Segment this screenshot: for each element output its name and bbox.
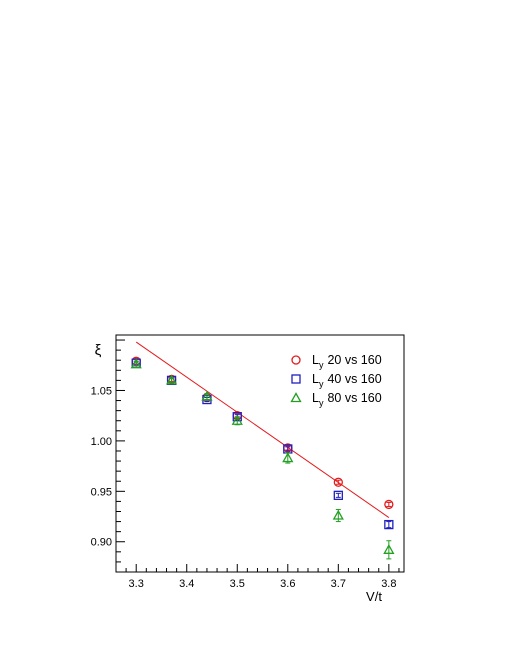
x-tick-label: 3.7 xyxy=(331,578,346,590)
y-tick-label: 1.00 xyxy=(91,436,112,448)
legend-marker-triangle xyxy=(290,392,302,403)
x-tick-label: 3.4 xyxy=(179,578,194,590)
data-point-triangle xyxy=(130,358,142,369)
fit-line xyxy=(135,341,390,518)
y-tick-label: 0.90 xyxy=(91,537,112,549)
data-point-triangle xyxy=(201,390,213,401)
y-tick-label: 0.95 xyxy=(91,486,112,498)
data-point-triangle xyxy=(383,543,395,554)
legend: Ly 20 vs 160 Ly 40 vs 160 Ly 80 vs 160 xyxy=(290,353,382,408)
data-point-circle xyxy=(333,477,343,487)
data-point-square xyxy=(384,519,394,530)
plot-area xyxy=(115,334,405,573)
data-marks xyxy=(130,341,395,560)
data-point-triangle xyxy=(165,374,178,385)
y-tick-label: 1.05 xyxy=(91,385,112,397)
x-tick-label: 3.3 xyxy=(129,578,144,590)
x-axis-label: V/t xyxy=(366,589,382,604)
plot-frame xyxy=(115,334,405,573)
legend-entry: Ly 40 vs 160 xyxy=(312,372,382,389)
axes: 3.3 3.4 3.5 3.6 3.7 3.8 0.90 0.95 1.00 1.05 xyxy=(91,339,400,590)
x-tick-label: 3.6 xyxy=(280,578,295,590)
x-tick-label: 3.5 xyxy=(230,578,245,590)
legend-entry: Ly 80 vs 160 xyxy=(312,391,382,408)
data-point-circle xyxy=(384,499,394,510)
data-point-triangle xyxy=(231,414,243,425)
legend-entry: Ly 20 vs 160 xyxy=(312,353,382,370)
x-tick-label: 3.8 xyxy=(381,578,396,590)
data-point-triangle xyxy=(332,509,344,520)
data-point-square xyxy=(333,490,343,501)
legend-marker-circle xyxy=(291,355,301,365)
legend-marker-square xyxy=(291,374,301,384)
y-axis-label: ξ xyxy=(95,342,102,359)
data-point-triangle xyxy=(282,452,294,463)
